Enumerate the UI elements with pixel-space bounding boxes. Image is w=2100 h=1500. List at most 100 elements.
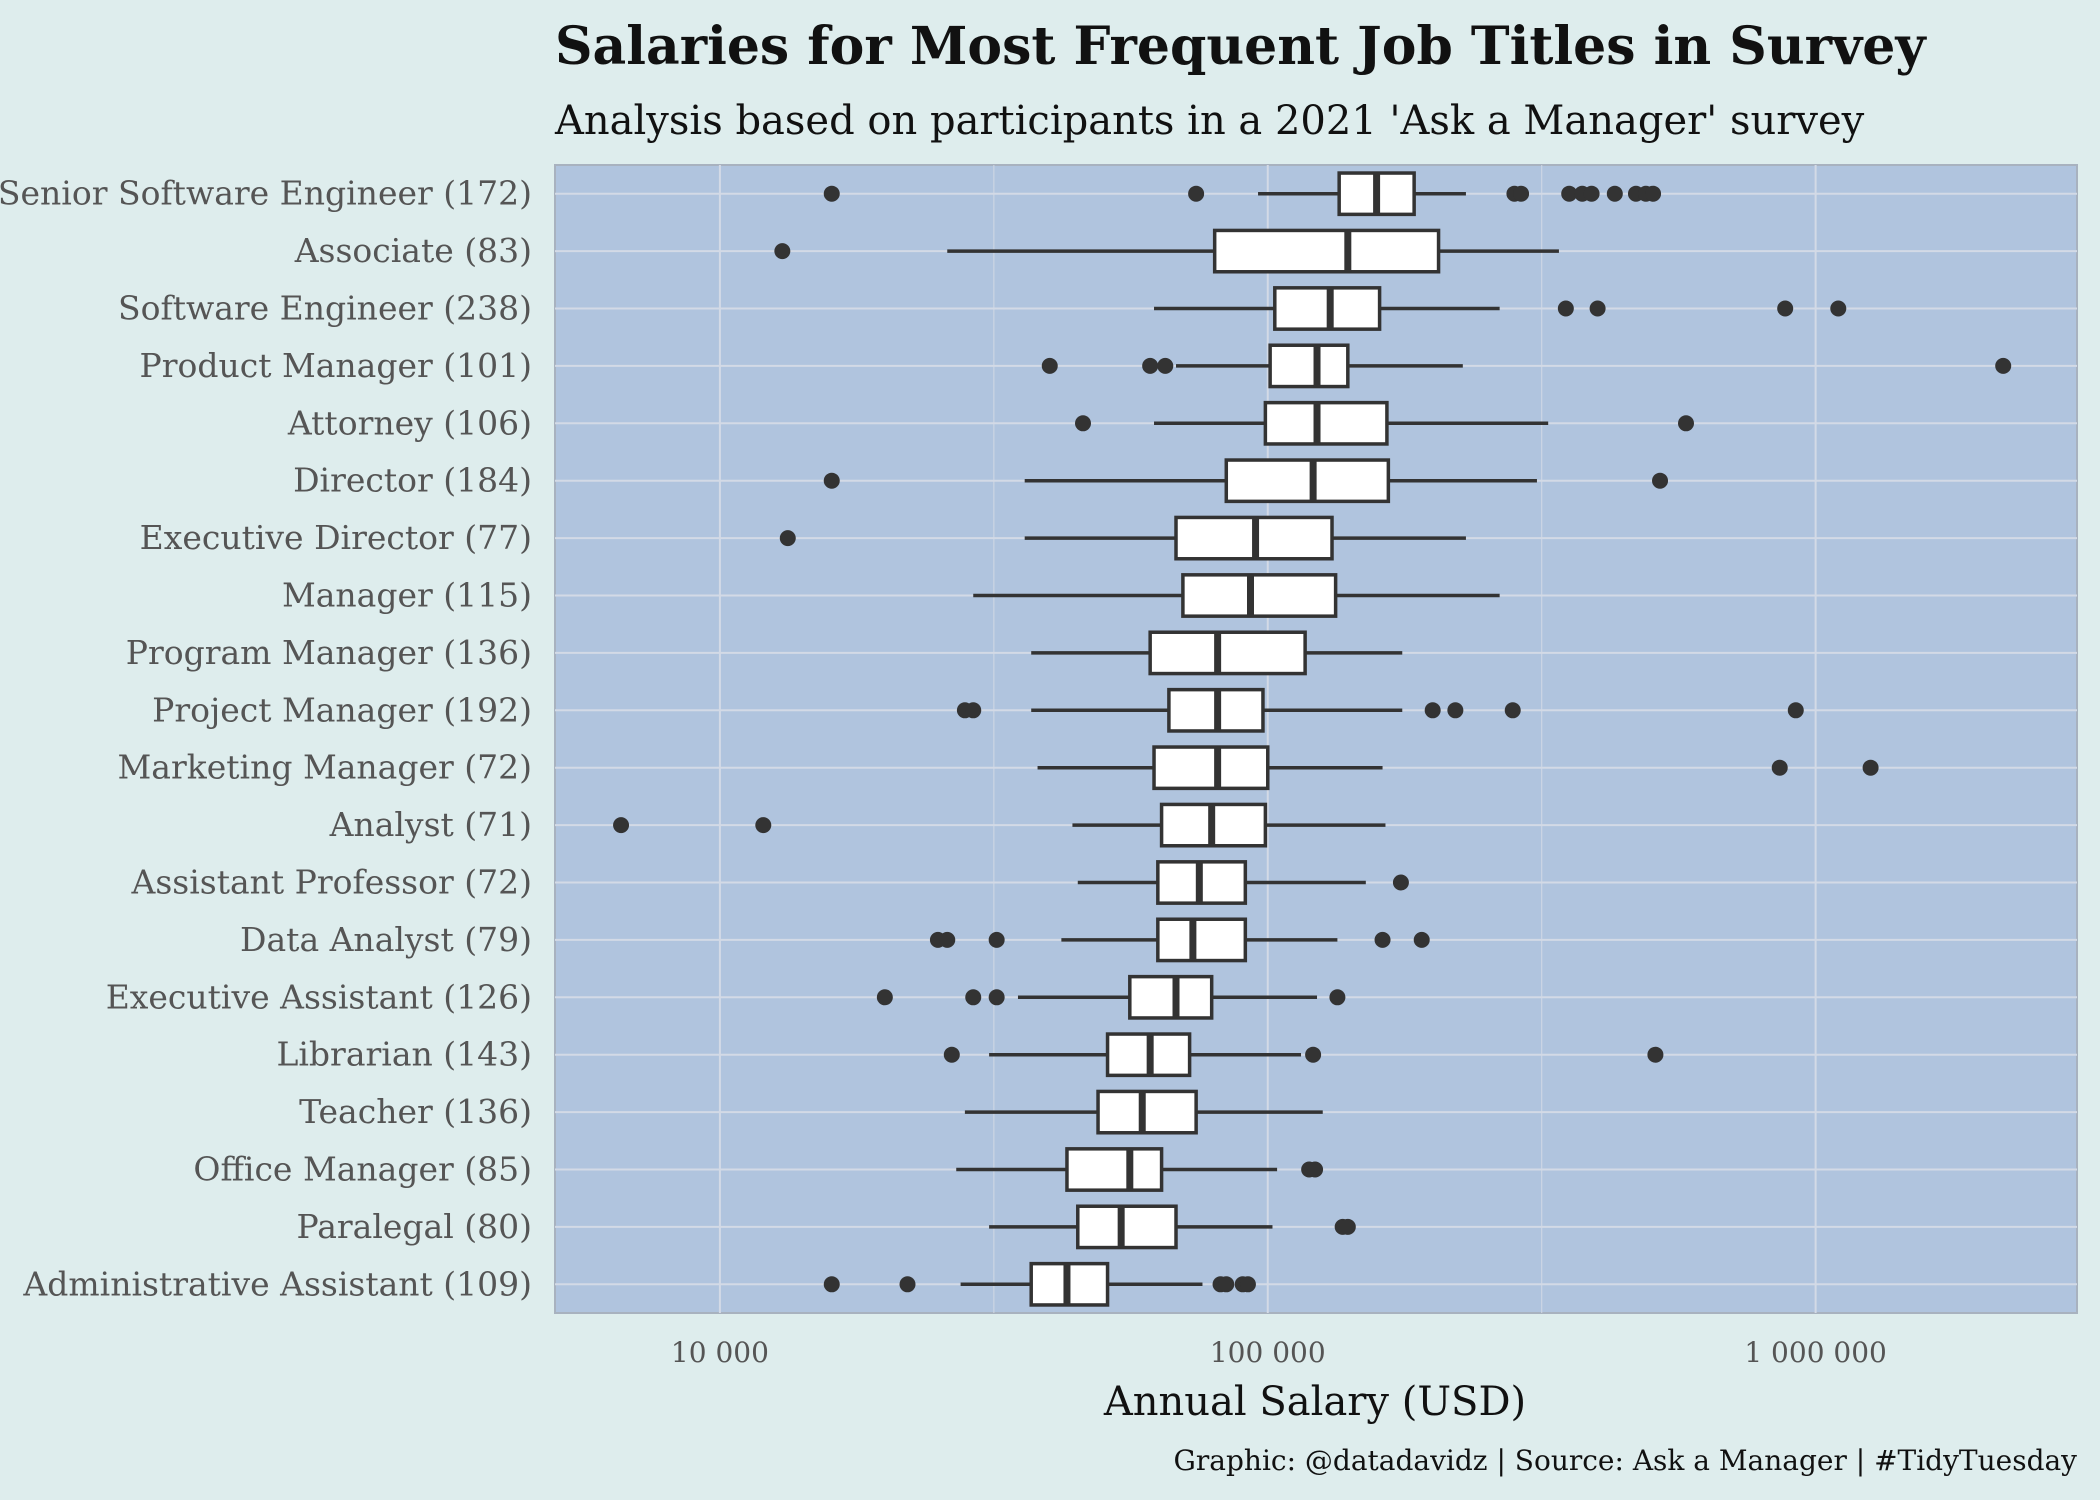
box-iqr [1076, 1204, 1178, 1250]
x-tick-label: 10 000 [671, 1336, 769, 1369]
box-iqr [1224, 458, 1391, 504]
box-iqr [1152, 745, 1270, 791]
category-label: Marketing Manager (72) [118, 748, 533, 787]
category-label: Teacher (136) [299, 1092, 532, 1131]
box-group [956, 1147, 1324, 1192]
outlier-point [988, 931, 1005, 948]
category-label: Director (184) [293, 461, 532, 500]
outlier-point [1606, 185, 1623, 202]
category-label: Project Manager (192) [152, 690, 532, 729]
box-group [1037, 745, 1879, 791]
outlier-point [1771, 759, 1788, 776]
outlier-point [1447, 702, 1464, 719]
outlier-point [1787, 702, 1804, 719]
box-group [774, 228, 1559, 274]
outlier-point [1307, 1161, 1324, 1178]
outlier-point [823, 1276, 840, 1293]
outlier-point [943, 1046, 960, 1063]
category-labels: Senior Software Engineer (172) Associate … [0, 174, 532, 1304]
outlier-point [613, 817, 630, 834]
outlier-point [1329, 989, 1346, 1006]
outlier-point [988, 989, 1005, 1006]
outlier-point [1678, 415, 1695, 432]
x-tick-labels: 10 000 100 000 1 000 000 [671, 1336, 1887, 1369]
outlier-point [1339, 1218, 1356, 1235]
outlier-point [755, 817, 772, 834]
box-iqr [1181, 573, 1338, 618]
outlier-point [1583, 185, 1600, 202]
box-group [1041, 343, 2012, 389]
outlier-point [774, 243, 791, 260]
box-group [973, 573, 1500, 618]
box-iqr [1212, 228, 1441, 274]
box-group [929, 917, 1430, 963]
outlier-point [1142, 357, 1159, 374]
outlier-point [1041, 357, 1058, 374]
category-label: Manager (115) [282, 576, 532, 615]
box-iqr [1065, 1147, 1164, 1192]
box-group [989, 1204, 1356, 1250]
chart-title: Salaries for Most Frequent Job Titles in… [555, 16, 1927, 77]
category-label: Associate (83) [294, 231, 532, 270]
chart-subtitle: Analysis based on participants in a 2021… [554, 98, 1865, 144]
category-label: Program Manager (136) [126, 633, 532, 672]
category-label: Data Analyst (79) [240, 920, 532, 959]
category-label: Librarian (143) [276, 1035, 532, 1074]
outlier-point [1157, 357, 1174, 374]
chart-caption: Graphic: @datadavidz | Source: Ask a Man… [1174, 1444, 2078, 1477]
box-iqr [1148, 630, 1307, 676]
box-group [1031, 630, 1403, 676]
panel-background [554, 164, 2078, 1314]
outlier-point [823, 185, 840, 202]
box-group [823, 458, 1669, 504]
box-group [943, 1032, 1664, 1078]
box-group [1077, 860, 1409, 905]
outlier-point [1392, 874, 1409, 891]
category-label: Administrative Assistant (109) [22, 1264, 532, 1303]
outlier-point [965, 702, 982, 719]
box-group [613, 802, 1386, 848]
outlier-point [1995, 357, 2012, 374]
outlier-point [1830, 300, 1847, 317]
box-iqr [1156, 917, 1248, 963]
outlier-point [1862, 759, 1879, 776]
outlier-point [1218, 1276, 1235, 1293]
outlier-point [876, 989, 893, 1006]
box-group [779, 515, 1466, 561]
outlier-point [1305, 1046, 1322, 1063]
category-label: Software Engineer (238) [118, 289, 532, 328]
box-group [823, 171, 1662, 217]
outlier-point [1589, 300, 1606, 317]
outlier-point [1188, 185, 1205, 202]
box-group [823, 1261, 1256, 1307]
boxes-layer [613, 171, 2012, 1307]
outlier-point [1413, 931, 1430, 948]
outlier-point [1557, 300, 1574, 317]
box-iqr [1096, 1089, 1198, 1135]
outlier-point [1374, 931, 1391, 948]
outlier-point [823, 472, 840, 489]
outlier-point [1647, 1046, 1664, 1063]
box-group [1075, 400, 1695, 446]
box-iqr [1128, 974, 1214, 1020]
x-tick-label: 100 000 [1210, 1336, 1326, 1369]
outlier-point [1777, 300, 1794, 317]
outlier-point [1513, 185, 1530, 202]
outlier-point [1652, 472, 1669, 489]
category-label: Executive Assistant (126) [106, 977, 532, 1016]
box-group [956, 687, 1804, 733]
category-label: Executive Director (77) [140, 518, 532, 557]
outlier-point [1075, 415, 1092, 432]
box-group [1154, 286, 1847, 331]
x-tick-label: 1 000 000 [1744, 1336, 1887, 1369]
box-group [964, 1089, 1323, 1135]
outlier-point [1561, 185, 1578, 202]
outlier-point [899, 1276, 916, 1293]
plot-panel [554, 164, 2078, 1314]
category-label: Senior Software Engineer (172) [0, 174, 532, 213]
category-label: Product Manager (101) [139, 346, 532, 385]
box-iqr [1263, 400, 1389, 446]
outlier-point [1424, 702, 1441, 719]
category-label: Paralegal (80) [296, 1207, 532, 1246]
